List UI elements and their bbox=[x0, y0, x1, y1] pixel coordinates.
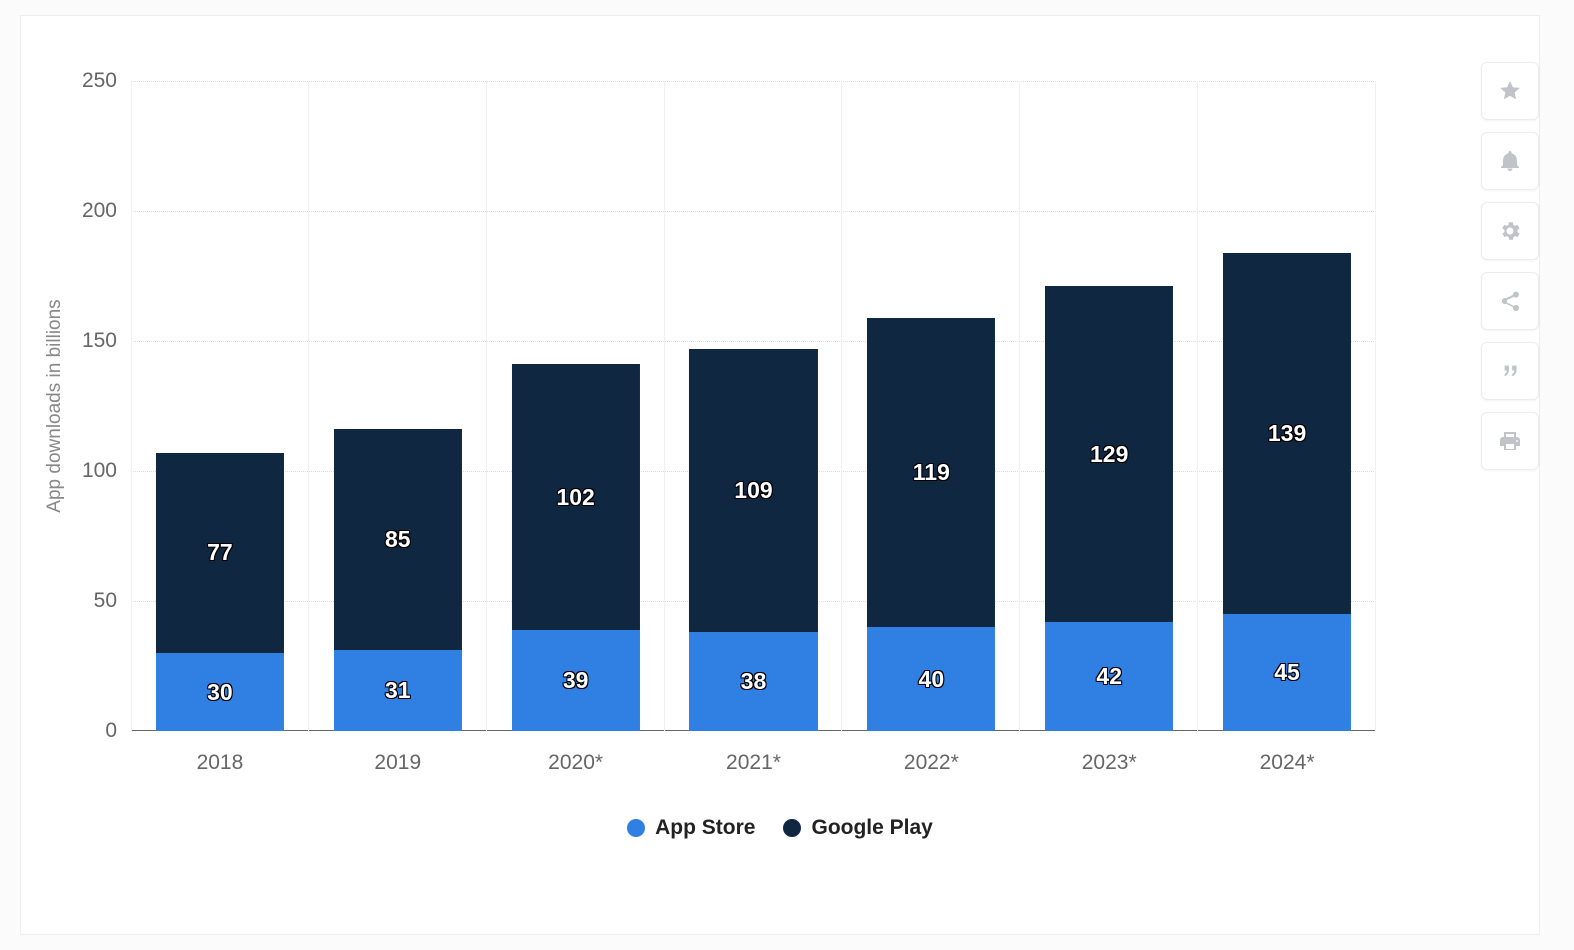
bar-segment: 139 bbox=[1223, 253, 1351, 614]
bar-slot: 401192022* bbox=[842, 81, 1020, 731]
bar-slot: 421292023* bbox=[1020, 81, 1198, 731]
bar-value-label: 39 bbox=[563, 667, 589, 694]
stacked-bar: 40 119 bbox=[867, 318, 995, 731]
column-separator bbox=[1375, 81, 1376, 731]
legend-item[interactable]: App Store bbox=[627, 816, 755, 840]
bar-slot: 381092021* bbox=[665, 81, 843, 731]
y-tick-label: 0 bbox=[105, 719, 131, 743]
bar-value-label: 40 bbox=[919, 666, 945, 693]
chart-card: App downloads in billions 0 50 100 150 200 25… bbox=[20, 15, 1540, 935]
stacked-bar: 38 109 bbox=[689, 349, 817, 731]
chart-legend: App Store Google Play bbox=[21, 816, 1539, 840]
favorite-button[interactable] bbox=[1481, 62, 1539, 120]
legend-swatch bbox=[627, 819, 645, 837]
stacked-bar: 45 139 bbox=[1223, 253, 1351, 731]
bar-value-label: 129 bbox=[1090, 441, 1128, 468]
y-tick-label: 150 bbox=[82, 329, 131, 353]
legend-label: Google Play bbox=[811, 816, 932, 840]
stacked-bar: 42 129 bbox=[1045, 286, 1173, 731]
bar-segment: 30 bbox=[156, 653, 284, 731]
stacked-bar: 39 102 bbox=[512, 364, 640, 731]
bar-segment: 38 bbox=[689, 632, 817, 731]
y-axis-title: App downloads in billions bbox=[44, 299, 66, 512]
print-icon bbox=[1498, 429, 1522, 453]
cite-button[interactable] bbox=[1481, 342, 1539, 400]
share-button[interactable] bbox=[1481, 272, 1539, 330]
bar-segment: 119 bbox=[867, 318, 995, 627]
y-tick-label: 100 bbox=[82, 459, 131, 483]
y-tick-label: 250 bbox=[82, 69, 131, 93]
bar-value-label: 77 bbox=[207, 539, 233, 566]
bar-value-label: 30 bbox=[207, 679, 233, 706]
y-tick-label: 50 bbox=[94, 589, 131, 613]
chart-plot-area: 0501001502002503077201831852019391022020… bbox=[131, 81, 1376, 731]
x-tick-label: 2024* bbox=[1260, 731, 1315, 775]
legend-item[interactable]: Google Play bbox=[783, 816, 932, 840]
column-separator bbox=[131, 81, 132, 731]
bar-segment: 40 bbox=[867, 627, 995, 731]
legend-swatch bbox=[783, 819, 801, 837]
bar-slot: 451392024* bbox=[1198, 81, 1376, 731]
bar-segment: 102 bbox=[512, 364, 640, 629]
share-icon bbox=[1498, 289, 1522, 313]
stacked-bar: 30 77 bbox=[156, 453, 284, 731]
x-tick-label: 2021* bbox=[726, 731, 781, 775]
bar-slot: 391022020* bbox=[487, 81, 665, 731]
legend-label: App Store bbox=[655, 816, 755, 840]
notify-button[interactable] bbox=[1481, 132, 1539, 190]
bar-slot: 31852019 bbox=[309, 81, 487, 731]
bar-value-label: 119 bbox=[913, 459, 950, 486]
bar-segment: 77 bbox=[156, 453, 284, 653]
cite-icon bbox=[1497, 358, 1523, 384]
x-tick-label: 2018 bbox=[197, 731, 244, 775]
bar-segment: 39 bbox=[512, 630, 640, 731]
x-tick-label: 2019 bbox=[374, 731, 421, 775]
bar-value-label: 38 bbox=[741, 668, 767, 695]
bar-value-label: 139 bbox=[1268, 420, 1306, 447]
x-tick-label: 2022* bbox=[904, 731, 959, 775]
x-tick-label: 2020* bbox=[548, 731, 603, 775]
stacked-bar: 31 85 bbox=[334, 429, 462, 731]
bar-value-label: 85 bbox=[385, 526, 411, 553]
bar-value-label: 102 bbox=[556, 484, 594, 511]
settings-button[interactable] bbox=[1481, 202, 1539, 260]
bar-value-label: 45 bbox=[1274, 659, 1300, 686]
bar-segment: 31 bbox=[334, 650, 462, 731]
bar-slot: 30772018 bbox=[131, 81, 309, 731]
chart-toolbar bbox=[1481, 62, 1539, 470]
bar-segment: 129 bbox=[1045, 286, 1173, 621]
favorite-icon bbox=[1498, 79, 1522, 103]
bar-value-label: 109 bbox=[734, 477, 772, 504]
x-tick-label: 2023* bbox=[1082, 731, 1137, 775]
bar-segment: 109 bbox=[689, 349, 817, 632]
y-tick-label: 200 bbox=[82, 199, 131, 223]
bar-segment: 85 bbox=[334, 429, 462, 650]
bar-value-label: 42 bbox=[1096, 663, 1122, 690]
print-button[interactable] bbox=[1481, 412, 1539, 470]
notify-icon bbox=[1498, 149, 1522, 173]
bar-segment: 42 bbox=[1045, 622, 1173, 731]
bar-value-label: 31 bbox=[385, 677, 411, 704]
settings-icon bbox=[1498, 219, 1522, 243]
bar-segment: 45 bbox=[1223, 614, 1351, 731]
